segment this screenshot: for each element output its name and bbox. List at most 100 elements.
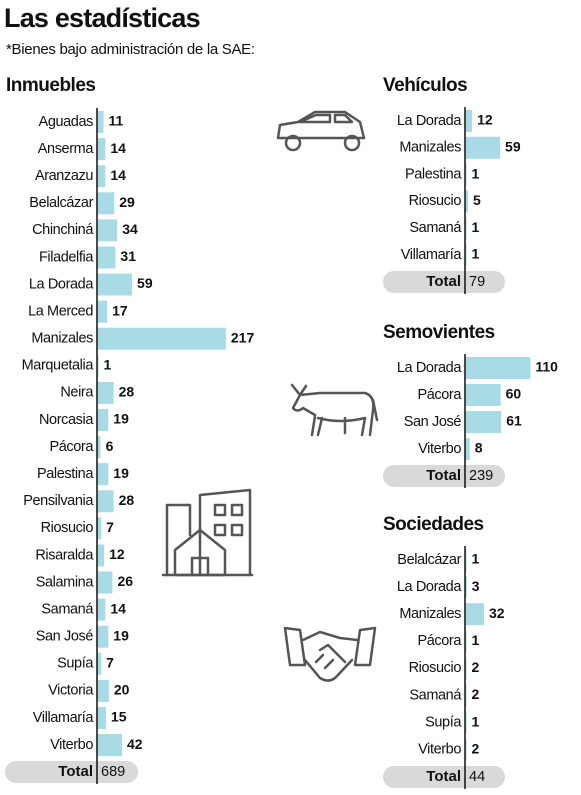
- bar: [465, 110, 473, 132]
- car-icon: [276, 110, 366, 152]
- value-label: 1: [472, 551, 480, 567]
- value-label: 5: [473, 192, 481, 208]
- category-label: Aranzazu: [35, 168, 93, 184]
- category-label: Salamina: [36, 574, 95, 590]
- category-label: Supía: [57, 656, 94, 672]
- value-label: 1: [472, 219, 480, 235]
- bar: [465, 438, 470, 460]
- value-label: 20: [114, 682, 130, 698]
- value-label: 31: [120, 248, 136, 264]
- total-pill: [383, 465, 505, 487]
- category-label: Viterbo: [418, 742, 461, 758]
- value-label: 59: [505, 139, 521, 155]
- total-label: Total: [426, 273, 461, 290]
- category-label: La Dorada: [397, 360, 462, 376]
- category-label: Manizales: [399, 606, 461, 622]
- bar: [97, 571, 113, 594]
- value-label: 2: [472, 659, 480, 675]
- value-label: 7: [106, 655, 114, 671]
- value-label: 60: [506, 386, 522, 402]
- bar: [97, 192, 115, 215]
- value-label: 2: [472, 686, 480, 702]
- value-label: 1: [472, 632, 480, 648]
- total-label: Total: [426, 768, 461, 785]
- bar: [97, 490, 114, 513]
- value-label: 14: [110, 600, 126, 616]
- subtitle: *Bienes bajo administración de la SAE:: [6, 41, 255, 58]
- bar: [465, 190, 468, 213]
- category-label: Filadelfia: [39, 249, 94, 265]
- category-label: Aguadas: [39, 114, 94, 130]
- category-label: Belalcázar: [29, 195, 93, 211]
- category-label: Neira: [60, 385, 94, 401]
- value-label: 59: [137, 275, 153, 291]
- chart-title: Inmuebles: [6, 75, 95, 96]
- bar: [97, 734, 122, 757]
- bar: [97, 408, 109, 431]
- bar: [97, 273, 133, 296]
- bar: [97, 300, 108, 323]
- category-label: Viterbo: [50, 737, 93, 753]
- bar: [97, 625, 109, 648]
- chart-title: Vehículos: [383, 75, 467, 96]
- bar: [97, 598, 106, 621]
- value-label: 28: [119, 384, 135, 400]
- category-label: Samaná: [409, 220, 462, 236]
- category-label: Samaná: [41, 601, 94, 617]
- value-label: 8: [475, 440, 483, 456]
- category-label: San José: [404, 414, 462, 430]
- page-title: Las estadísticas: [4, 3, 200, 33]
- cow-icon: [290, 383, 379, 437]
- bar: [465, 411, 502, 433]
- value-label: 217: [231, 329, 255, 345]
- bar: [465, 576, 467, 599]
- total-pill: [383, 766, 505, 788]
- value-label: 12: [109, 546, 125, 562]
- value-label: 15: [111, 709, 127, 725]
- value-label: 42: [127, 736, 143, 752]
- bar: [97, 246, 116, 269]
- value-label: 11: [109, 113, 124, 129]
- total-value: 79: [469, 274, 485, 290]
- total-label: Total: [58, 763, 93, 780]
- value-label: 19: [113, 465, 129, 481]
- category-label: Riosucio: [409, 660, 462, 676]
- bar: [465, 603, 485, 626]
- total-pill: [383, 271, 505, 293]
- bar: [97, 679, 109, 702]
- value-label: 1: [472, 165, 480, 181]
- category-label: Viterbo: [418, 441, 461, 457]
- category-label: Victoria: [48, 683, 94, 699]
- category-label: Supía: [425, 714, 462, 730]
- bar: [465, 357, 531, 379]
- category-label: Palestina: [405, 166, 462, 182]
- category-label: Norcasia: [39, 412, 94, 428]
- category-label: Risaralda: [35, 547, 94, 563]
- category-label: Pácora: [417, 387, 462, 403]
- bar: [97, 165, 106, 188]
- category-label: Pácora: [417, 633, 462, 649]
- value-label: 6: [106, 438, 114, 454]
- bar: [97, 436, 101, 459]
- value-label: 1: [472, 713, 480, 729]
- value-label: 34: [122, 221, 138, 237]
- chart-title: Semovientes: [383, 322, 495, 343]
- value-label: 32: [489, 605, 505, 621]
- total-pill: [5, 761, 138, 783]
- value-label: 19: [113, 627, 129, 643]
- value-label: 7: [106, 519, 114, 535]
- category-label: Anserma: [38, 141, 95, 157]
- value-label: 19: [113, 411, 129, 427]
- category-label: La Merced: [28, 303, 93, 319]
- bar: [97, 219, 118, 242]
- category-label: Palestina: [37, 466, 94, 482]
- category-label: Pácora: [49, 439, 94, 455]
- category-label: Pensilvania: [23, 493, 94, 509]
- total-value: 44: [469, 769, 485, 785]
- category-label: Manizales: [31, 331, 93, 347]
- total-value: 239: [469, 468, 493, 484]
- bar: [97, 138, 106, 161]
- value-label: 3: [472, 578, 480, 594]
- category-label: San José: [36, 629, 94, 645]
